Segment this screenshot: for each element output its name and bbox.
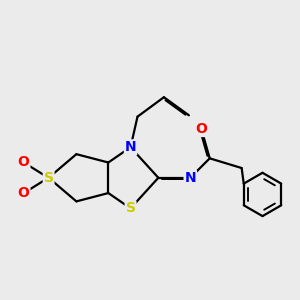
Text: N: N (125, 140, 136, 154)
Text: O: O (18, 186, 29, 200)
Text: O: O (196, 122, 207, 136)
Text: O: O (18, 155, 29, 170)
Text: N: N (184, 171, 196, 185)
Text: S: S (44, 171, 54, 185)
Text: S: S (126, 201, 136, 215)
